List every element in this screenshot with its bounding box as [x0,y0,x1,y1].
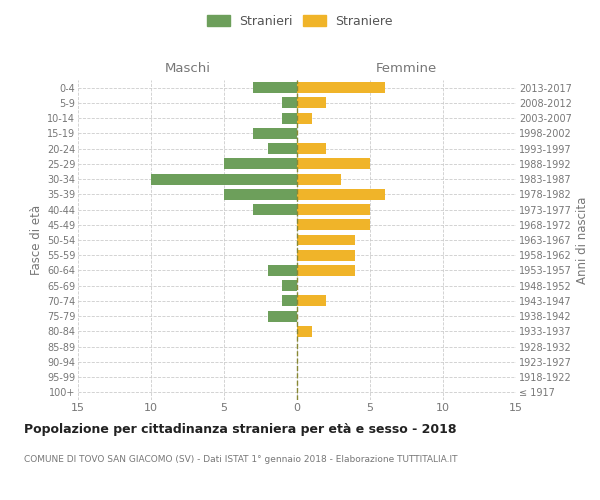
Bar [283,112,297,124]
Bar [297,189,385,200]
Bar [297,158,370,170]
Y-axis label: Anni di nascita: Anni di nascita [576,196,589,284]
Bar [283,98,297,108]
Bar [224,189,297,200]
Bar [268,265,297,276]
Bar [297,220,370,230]
Bar [297,234,355,246]
Text: Maschi: Maschi [164,62,211,75]
Bar [283,296,297,306]
Bar [253,82,297,93]
Bar [297,250,355,260]
Bar [297,82,385,93]
Bar [297,204,370,215]
Bar [224,158,297,170]
Bar [297,296,326,306]
Bar [268,143,297,154]
Text: Popolazione per cittadinanza straniera per età e sesso - 2018: Popolazione per cittadinanza straniera p… [24,422,457,436]
Bar [283,280,297,291]
Bar [297,326,311,337]
Text: Femmine: Femmine [376,62,437,75]
Bar [297,98,326,108]
Bar [253,128,297,139]
Bar [297,143,326,154]
Bar [268,310,297,322]
Bar [297,112,311,124]
Y-axis label: Fasce di età: Fasce di età [29,205,43,275]
Bar [253,204,297,215]
Bar [297,265,355,276]
Legend: Stranieri, Straniere: Stranieri, Straniere [203,11,397,32]
Text: COMUNE DI TOVO SAN GIACOMO (SV) - Dati ISTAT 1° gennaio 2018 - Elaborazione TUTT: COMUNE DI TOVO SAN GIACOMO (SV) - Dati I… [24,455,458,464]
Bar [297,174,341,184]
Bar [151,174,297,184]
